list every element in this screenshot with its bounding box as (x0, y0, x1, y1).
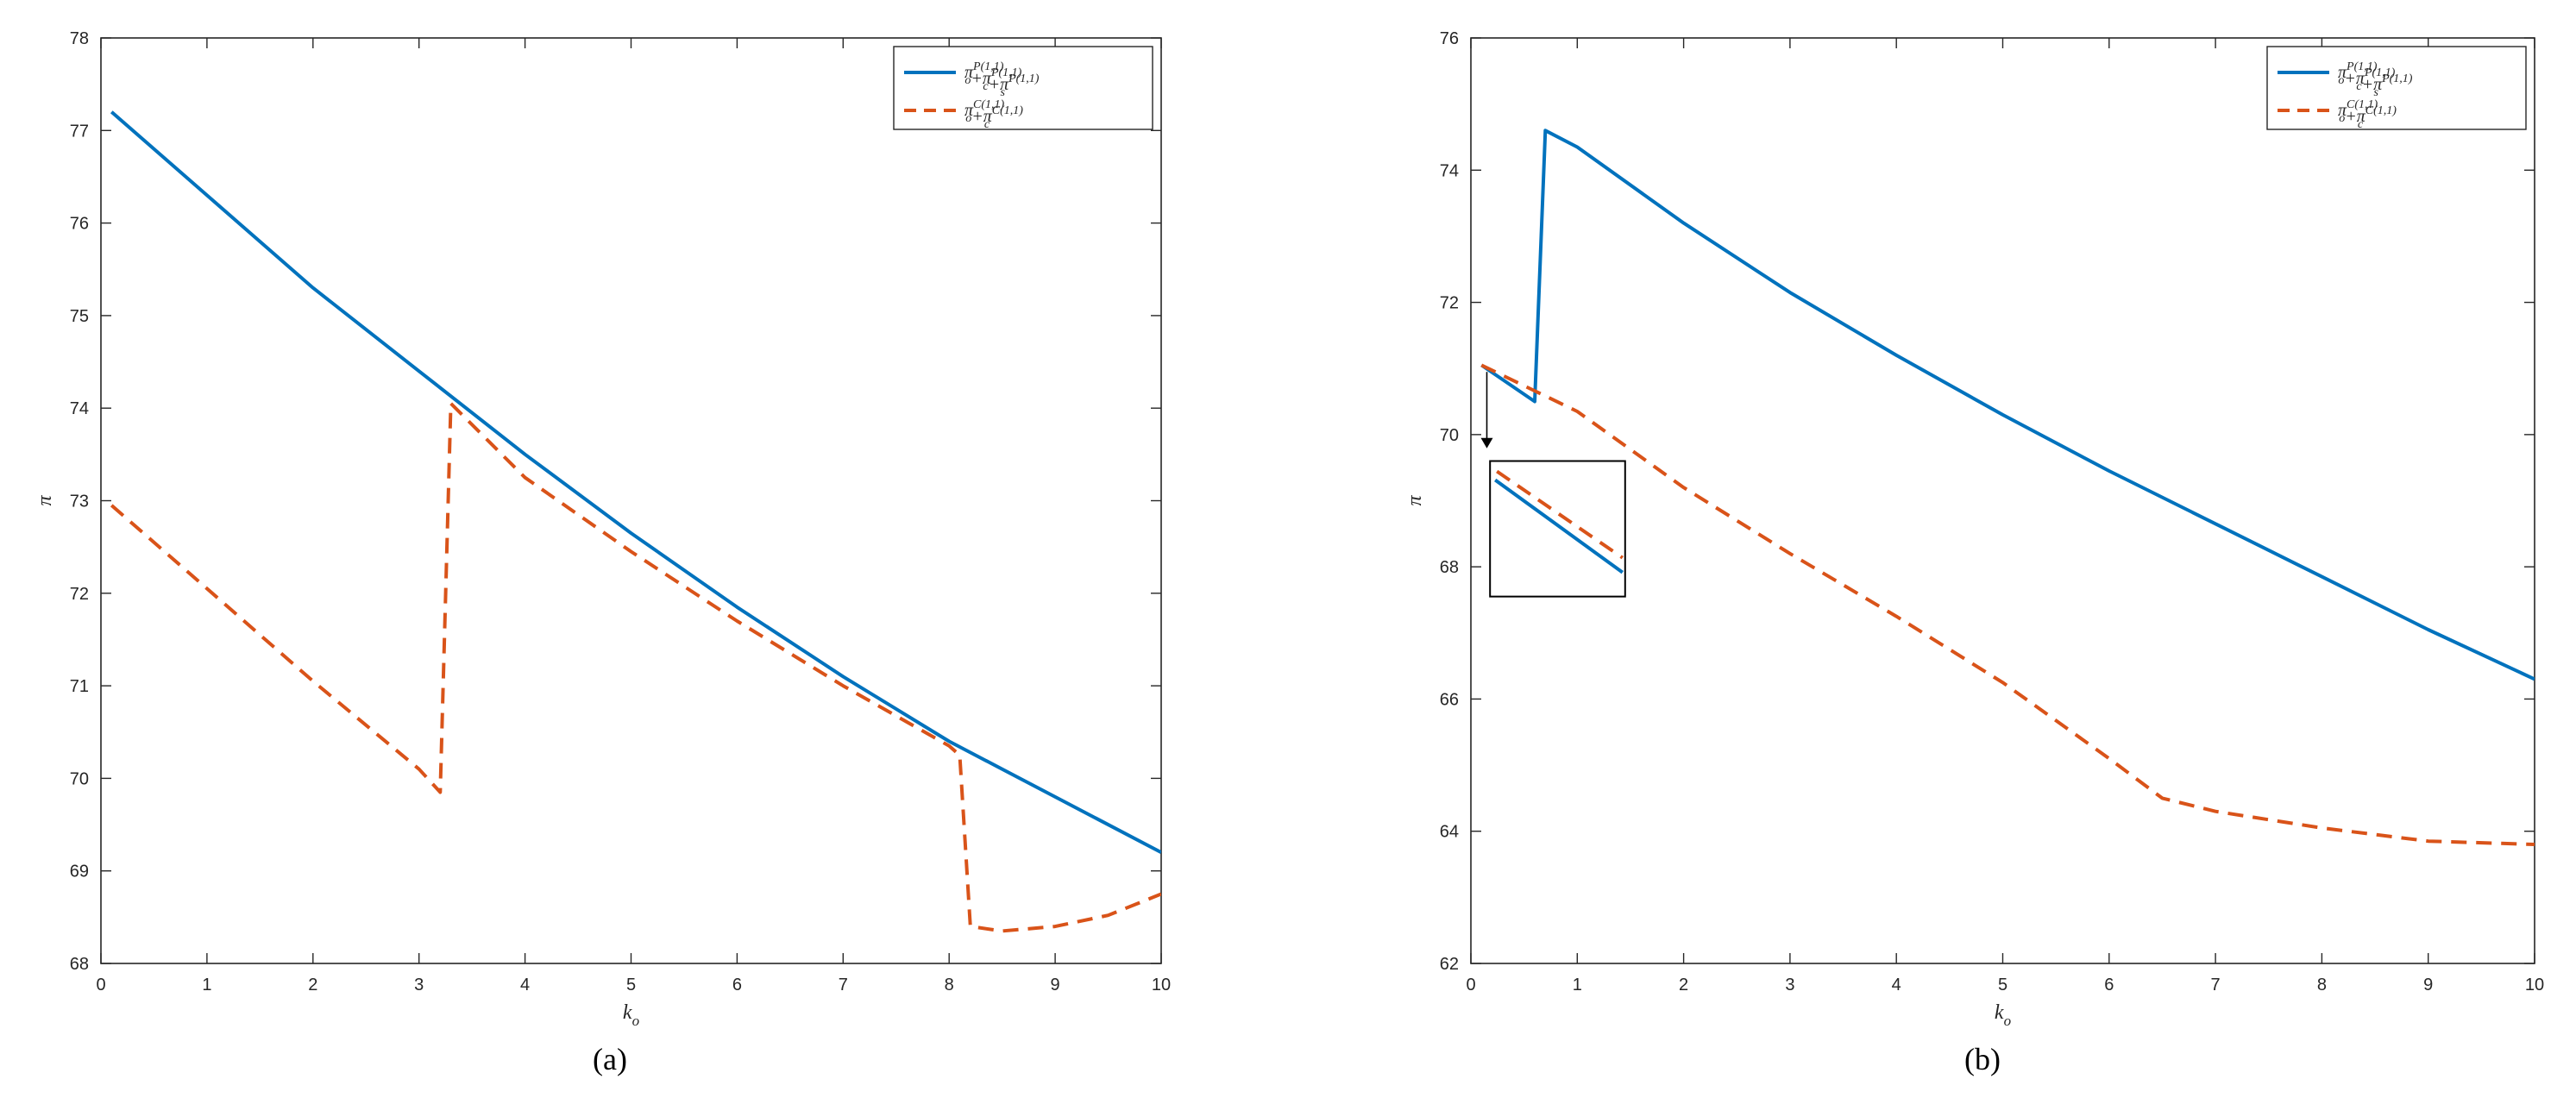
legend-box (893, 46, 1153, 130)
x-tick-label: 2 (1679, 976, 1688, 994)
series-line-1 (1480, 363, 2535, 846)
y-tick-label: 70 (70, 769, 89, 788)
x-tick-label: 9 (2423, 976, 2433, 994)
y-axis-label: π (34, 495, 56, 506)
y-tick-label: 76 (70, 215, 89, 234)
chart-panel-1: 0 1 2 3 4 5 6 7 8 9 10 62 64 66 68 70 72 74 76 ko π πP(1,1) o+… (1404, 29, 2544, 1076)
y-tick-label: 69 (70, 863, 89, 882)
panel-caption: (a) (593, 1042, 627, 1076)
x-axis-label: ko (623, 1001, 639, 1029)
plot-area-frame (100, 37, 1162, 964)
legend-label-1: πC(1,1) o+πC(1,1) c (964, 98, 1023, 131)
y-tick-label: 78 (70, 29, 89, 48)
x-tick-label: 3 (414, 976, 424, 994)
legend-box (2266, 46, 2527, 130)
x-tick-label: 6 (732, 976, 742, 994)
x-tick-label: 7 (2211, 976, 2221, 994)
y-tick-label: 74 (70, 399, 89, 418)
x-tick-label: 8 (945, 976, 954, 994)
inset-series-line-1 (1496, 469, 1624, 560)
y-tick-label: 64 (1440, 823, 1459, 842)
x-tick-label: 8 (2317, 976, 2327, 994)
series-line-0 (110, 110, 1161, 854)
y-axis-label: π (1404, 495, 1426, 506)
x-tick-label: 3 (1785, 976, 1794, 994)
y-tick-label: 71 (70, 677, 89, 696)
legend-label-0: πP(1,1) o+πP(1,1) c+πP(1,1) s (2338, 60, 2413, 99)
x-tick-label: 10 (1152, 976, 1171, 994)
y-tick-label: 72 (1440, 294, 1459, 313)
y-tick-label: 76 (1440, 29, 1459, 48)
x-tick-label: 2 (308, 976, 317, 994)
x-tick-label: 4 (1892, 976, 1901, 994)
y-tick-label: 68 (70, 955, 89, 974)
y-tick-label: 62 (1440, 955, 1459, 974)
x-tick-label: 10 (2525, 976, 2544, 994)
legend-label-0: πP(1,1) o+πP(1,1) c+πP(1,1) s (964, 60, 1040, 99)
y-tick-label: 75 (70, 307, 89, 326)
y-tick-label: 66 (1440, 690, 1459, 709)
plot-area-frame (1470, 37, 2535, 964)
y-tick-label: 73 (70, 493, 89, 511)
inset-box (1489, 460, 1626, 598)
y-tick-label: 77 (70, 122, 89, 141)
legend-label-1: πC(1,1) o+πC(1,1) c (2338, 98, 2397, 131)
y-tick-label: 72 (70, 585, 89, 604)
x-tick-label: 6 (2104, 976, 2114, 994)
x-tick-label: 5 (626, 976, 636, 994)
x-tick-label: 5 (1998, 976, 2007, 994)
x-tick-label: 7 (839, 976, 848, 994)
panel-caption: (b) (1964, 1042, 2001, 1076)
series-line-1 (110, 401, 1161, 933)
y-tick-label: 70 (1440, 426, 1459, 445)
x-tick-label: 9 (1051, 976, 1060, 994)
x-axis-label: ko (1995, 1001, 2011, 1029)
chart-panel-0: 0 1 2 3 4 5 6 7 8 9 106869707172737475767778koππP(… (34, 29, 1171, 1076)
series-line-0 (1480, 129, 2535, 681)
x-tick-label: 0 (96, 976, 105, 994)
inset-series-line-0 (1494, 478, 1624, 574)
y-tick-label: 74 (1440, 161, 1459, 180)
x-tick-label: 1 (1573, 976, 1582, 994)
inset-pointer-arrowhead (1480, 437, 1493, 449)
x-tick-label: 1 (202, 976, 211, 994)
x-tick-label: 4 (520, 976, 530, 994)
x-tick-label: 0 (1466, 976, 1475, 994)
y-tick-label: 68 (1440, 558, 1459, 577)
